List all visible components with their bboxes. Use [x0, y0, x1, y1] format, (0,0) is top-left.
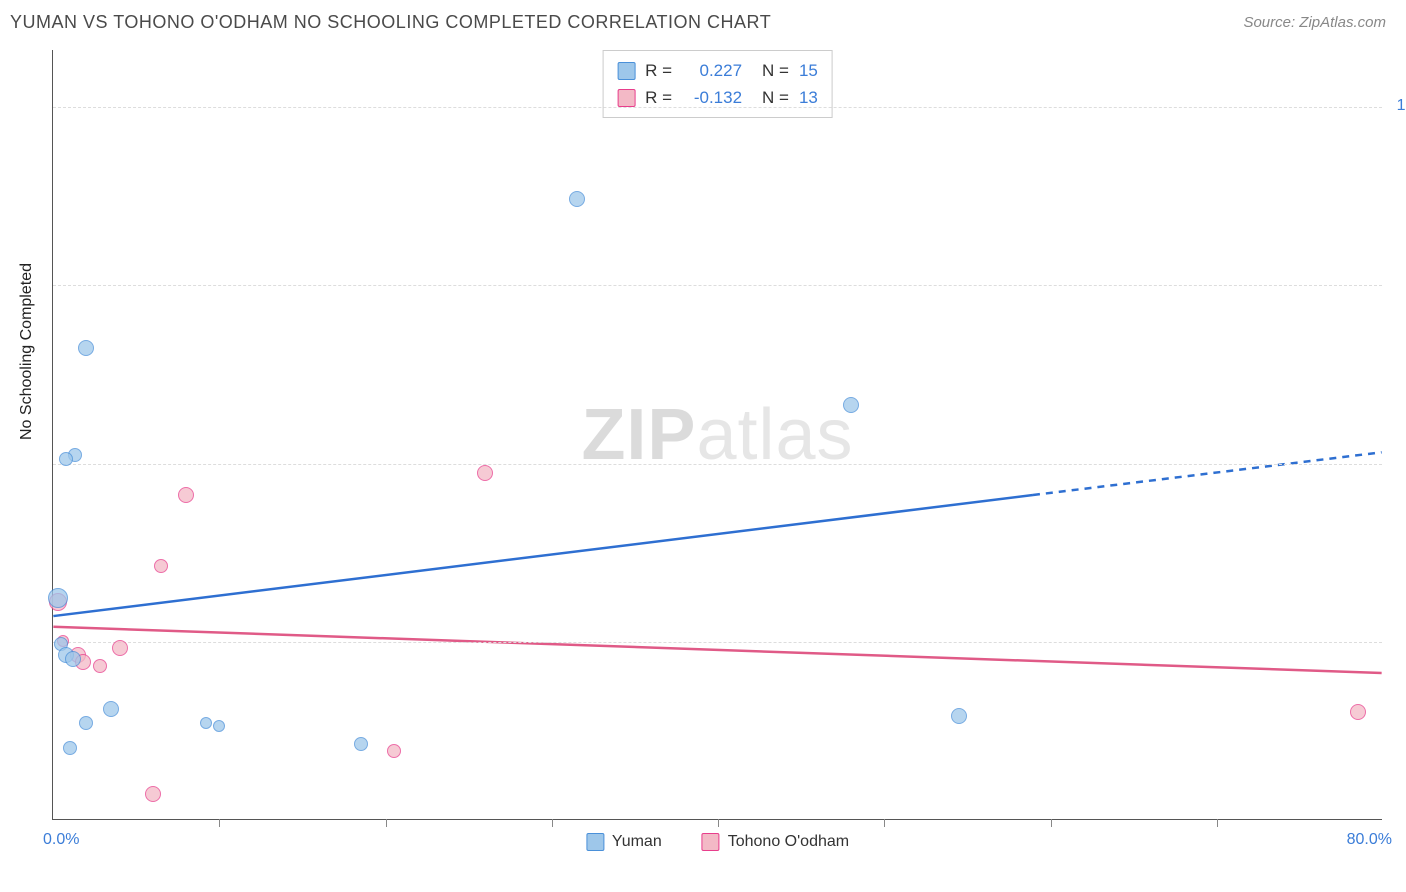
data-point-series1	[843, 397, 859, 413]
x-axis-max-label: 80.0%	[1347, 831, 1392, 849]
x-tick	[1217, 819, 1218, 827]
x-tick	[1051, 819, 1052, 827]
data-point-series1	[48, 588, 68, 608]
x-tick	[718, 819, 719, 827]
data-point-series2	[178, 487, 194, 503]
data-point-series2	[145, 786, 161, 802]
trend-lines-layer	[53, 50, 1382, 819]
legend-label: Yuman	[612, 833, 662, 851]
legend-swatch	[702, 833, 720, 851]
source-attribution: Source: ZipAtlas.com	[1243, 14, 1386, 31]
stat-r-value: 0.227	[682, 57, 742, 84]
stat-n-label: N =	[762, 57, 789, 84]
stat-n-value: 15	[799, 57, 818, 84]
legend-item: Yuman	[586, 833, 662, 851]
chart-container: YUMAN VS TOHONO O'ODHAM NO SCHOOLING COM…	[0, 0, 1406, 892]
x-axis-origin-label: 0.0%	[43, 831, 79, 849]
grid-line	[53, 464, 1382, 465]
x-tick	[552, 819, 553, 827]
grid-line	[53, 107, 1382, 108]
data-point-series1	[79, 716, 93, 730]
data-point-series2	[93, 659, 107, 673]
data-point-series1	[78, 340, 94, 356]
stat-r-label: R =	[645, 57, 672, 84]
data-point-series1	[63, 741, 77, 755]
y-tick-label: 10.0%	[1397, 97, 1406, 115]
data-point-series1	[200, 717, 212, 729]
data-point-series1	[354, 737, 368, 751]
data-point-series2	[154, 559, 168, 573]
data-point-series1	[65, 651, 81, 667]
data-point-series2	[477, 465, 493, 481]
data-point-series1	[569, 191, 585, 207]
x-tick	[219, 819, 220, 827]
stats-box: R =0.227N =15R =-0.132N =13	[602, 50, 833, 118]
series-swatch	[617, 62, 635, 80]
stats-row: R = 0.227 N = 15	[617, 57, 818, 84]
grid-line	[53, 285, 1382, 286]
legend-label: Tohono O'odham	[728, 833, 849, 851]
x-tick	[884, 819, 885, 827]
data-point-series2	[387, 744, 401, 758]
legend-item: Tohono O'odham	[702, 833, 849, 851]
data-point-series2	[1350, 704, 1366, 720]
data-point-series2	[112, 640, 128, 656]
y-axis-label: No Schooling Completed	[18, 263, 36, 440]
data-point-series1	[951, 708, 967, 724]
legend: Yuman Tohono O'odham	[586, 833, 849, 851]
series-swatch	[617, 89, 635, 107]
data-point-series1	[59, 452, 73, 466]
x-tick	[386, 819, 387, 827]
chart-title: YUMAN VS TOHONO O'ODHAM NO SCHOOLING COM…	[10, 12, 771, 33]
plot-area: ZIPatlas R =0.227N =15R =-0.132N =13 0.0…	[52, 50, 1382, 820]
data-point-series1	[103, 701, 119, 717]
grid-line	[53, 642, 1382, 643]
legend-swatch	[586, 833, 604, 851]
data-point-series1	[213, 720, 225, 732]
